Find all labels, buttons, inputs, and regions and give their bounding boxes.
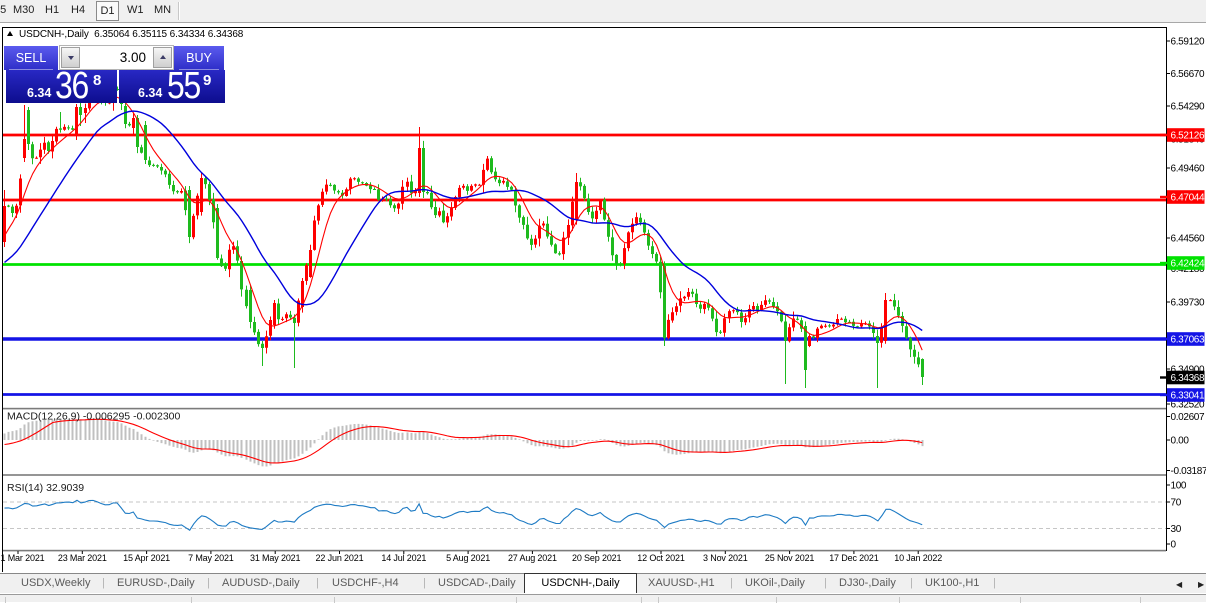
svg-text:6.42424: 6.42424 — [1171, 259, 1205, 270]
svg-text:17 Dec 2021: 17 Dec 2021 — [829, 553, 879, 563]
svg-text:0: 0 — [1171, 540, 1177, 551]
svg-text:20 Sep 2021: 20 Sep 2021 — [572, 553, 622, 563]
svg-text:0.00: 0.00 — [1171, 436, 1190, 447]
svg-text:1 Mar 2021: 1 Mar 2021 — [1, 553, 45, 563]
svg-text:6.59120: 6.59120 — [1171, 37, 1205, 48]
svg-text:6.47044: 6.47044 — [1171, 193, 1205, 204]
svg-text:25 Nov 2021: 25 Nov 2021 — [765, 553, 815, 563]
svg-text:6.34368: 6.34368 — [1171, 373, 1205, 384]
svg-text:-0.03187: -0.03187 — [1171, 466, 1206, 477]
svg-text:6.54290: 6.54290 — [1171, 102, 1205, 113]
svg-text:6.52126: 6.52126 — [1171, 131, 1205, 142]
svg-text:5 Aug 2021: 5 Aug 2021 — [446, 553, 490, 563]
svg-text:70: 70 — [1171, 498, 1182, 509]
svg-text:10 Jan 2022: 10 Jan 2022 — [894, 553, 942, 563]
svg-text:6.33041: 6.33041 — [1171, 391, 1205, 402]
svg-text:6.44560: 6.44560 — [1171, 234, 1205, 245]
svg-text:100: 100 — [1171, 481, 1187, 492]
svg-text:RSI(14) 32.9039: RSI(14) 32.9039 — [7, 482, 84, 494]
svg-text:31 May 2021: 31 May 2021 — [250, 553, 301, 563]
svg-text:6.56670: 6.56670 — [1171, 69, 1205, 80]
svg-text:0.02607: 0.02607 — [1171, 412, 1205, 423]
svg-text:MACD(12,26,9) -0.006295 -0.002: MACD(12,26,9) -0.006295 -0.002300 — [7, 411, 181, 423]
svg-text:6.37063: 6.37063 — [1171, 335, 1205, 346]
svg-text:15 Apr 2021: 15 Apr 2021 — [123, 553, 170, 563]
svg-text:30: 30 — [1171, 524, 1182, 535]
svg-text:14 Jul 2021: 14 Jul 2021 — [381, 553, 426, 563]
svg-text:7 May 2021: 7 May 2021 — [188, 553, 234, 563]
svg-text:22 Jun 2021: 22 Jun 2021 — [316, 553, 364, 563]
svg-text:6.49460: 6.49460 — [1171, 164, 1205, 175]
svg-text:6.39730: 6.39730 — [1171, 298, 1205, 309]
svg-text:3 Nov 2021: 3 Nov 2021 — [703, 553, 748, 563]
svg-text:27 Aug 2021: 27 Aug 2021 — [508, 553, 557, 563]
svg-text:23 Mar 2021: 23 Mar 2021 — [58, 553, 107, 563]
svg-text:12 Oct 2021: 12 Oct 2021 — [637, 553, 685, 563]
